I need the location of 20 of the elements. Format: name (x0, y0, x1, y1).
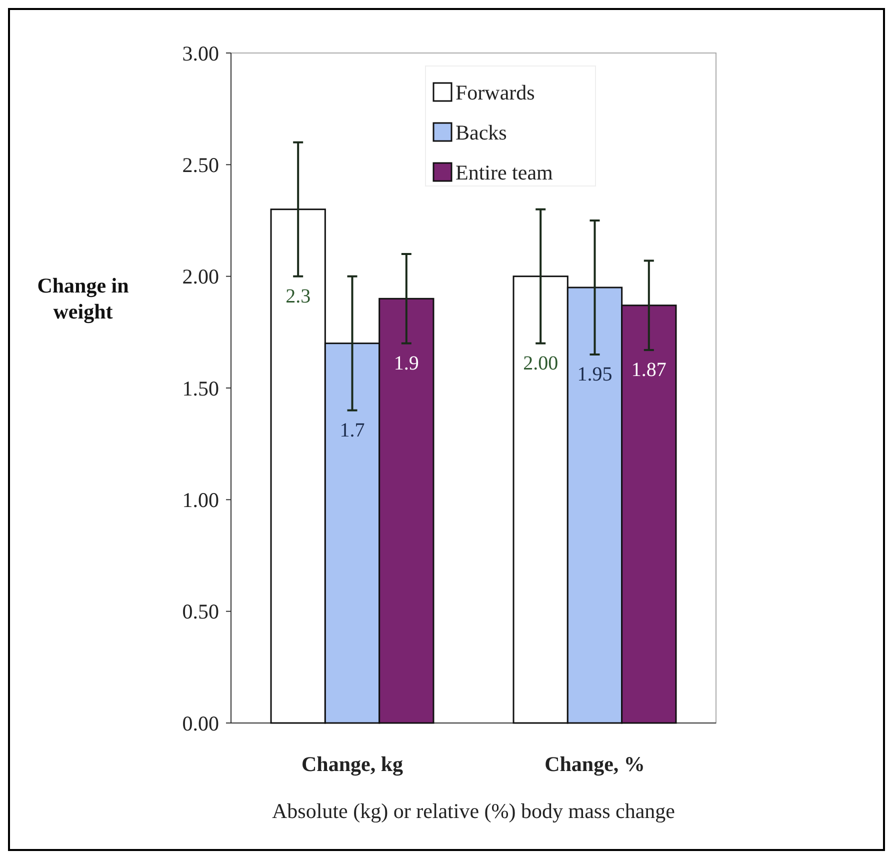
y-tick-label: 0.00 (182, 711, 219, 736)
legend-label: Entire team (456, 160, 553, 184)
data-label: 2.3 (286, 285, 311, 308)
y-tick-label: 0.50 (182, 600, 219, 624)
y-tick-label: 1.50 (182, 376, 219, 400)
data-label: 1.9 (394, 352, 419, 374)
y-axis-title: Change in weight (37, 273, 130, 324)
x-tick-label: Change, % (544, 752, 645, 776)
data-label: 2.00 (523, 352, 558, 374)
data-label: 1.95 (577, 364, 612, 386)
x-axis-title: Absolute (kg) or relative (%) body mass change (272, 799, 675, 823)
y-tick-label: 3.00 (182, 41, 219, 66)
data-label: 1.7 (340, 419, 365, 442)
y-tick-label: 2.00 (182, 264, 219, 289)
y-tick-label: 2.50 (182, 153, 219, 178)
legend-label: Forwards (456, 80, 535, 104)
x-tick-label: Change, kg (301, 752, 404, 776)
y-tick-label: 1.00 (182, 488, 219, 512)
legend-label: Backs (456, 120, 507, 144)
data-label: 1.87 (631, 359, 666, 382)
